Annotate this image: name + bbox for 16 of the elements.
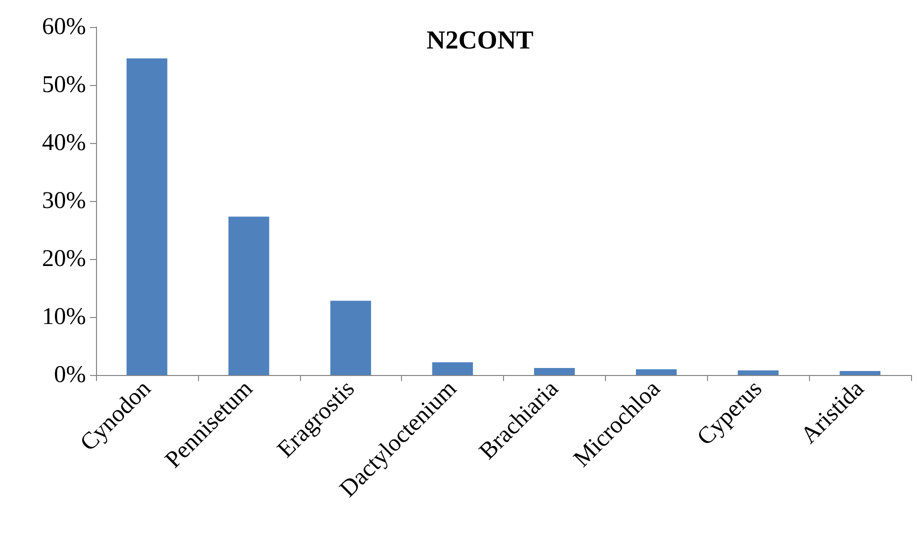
y-tick-label: 50% [42, 72, 86, 98]
y-tick-label: 20% [42, 246, 86, 272]
chart-title: N2CONT [426, 26, 534, 54]
bar [228, 216, 270, 375]
bar [738, 370, 779, 375]
bar [330, 300, 372, 375]
y-tick-label: 30% [42, 188, 86, 214]
y-tick-label: 60% [42, 14, 86, 40]
bar [432, 362, 473, 375]
y-tick-label: 0% [54, 362, 86, 388]
y-tick-label: 40% [42, 130, 86, 156]
bar [636, 369, 677, 375]
bar [126, 58, 168, 375]
y-tick-label: 10% [42, 304, 86, 330]
bar [840, 370, 880, 375]
bar [534, 368, 575, 375]
